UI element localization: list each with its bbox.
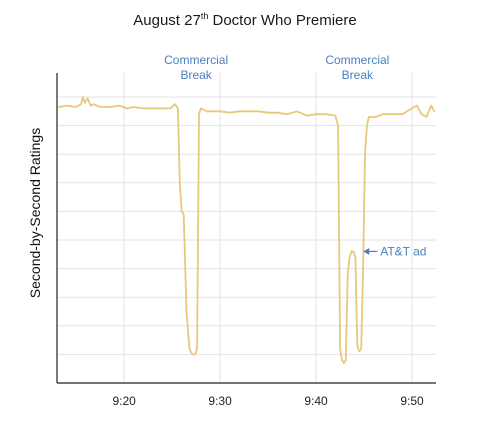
series-group bbox=[58, 96, 436, 364]
y-axis-label: Second-by-Second Ratings bbox=[27, 128, 43, 298]
chart-title-superscript: th bbox=[201, 11, 209, 21]
annotations: Commercial Break Commercial Break AT&T ad bbox=[164, 53, 426, 258]
gridlines bbox=[57, 73, 436, 383]
x-tick-label: 9:30 bbox=[208, 394, 232, 408]
chart-title-main: August 27 bbox=[133, 12, 201, 29]
chart-title-rest: Doctor Who Premiere bbox=[208, 12, 356, 29]
x-tick-label: 9:20 bbox=[112, 394, 136, 408]
chart-title: August 27th Doctor Who Premiere bbox=[133, 11, 356, 29]
annotation-commercial-break: Commercial Break bbox=[164, 53, 228, 82]
x-tick-labels: 9:20 9:30 9:40 9:50 bbox=[112, 394, 424, 408]
annotation-commercial-break: Commercial Break bbox=[325, 53, 389, 82]
annotation-att-ad: AT&T ad bbox=[380, 244, 426, 258]
ratings-series-line bbox=[58, 96, 436, 364]
annotation-arrow-head bbox=[363, 247, 370, 255]
x-tick-label: 9:40 bbox=[304, 394, 328, 408]
x-tick-label: 9:50 bbox=[400, 394, 424, 408]
